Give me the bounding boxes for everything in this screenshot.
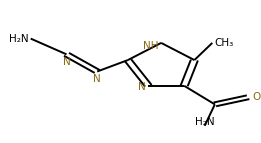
Text: NH: NH — [143, 41, 159, 51]
Text: H₂N: H₂N — [9, 34, 28, 44]
Text: N: N — [63, 57, 70, 67]
Text: N: N — [93, 74, 101, 84]
Text: CH₃: CH₃ — [215, 38, 234, 48]
Text: O: O — [252, 92, 260, 102]
Text: H₂N: H₂N — [195, 117, 215, 127]
Text: N: N — [138, 82, 146, 92]
